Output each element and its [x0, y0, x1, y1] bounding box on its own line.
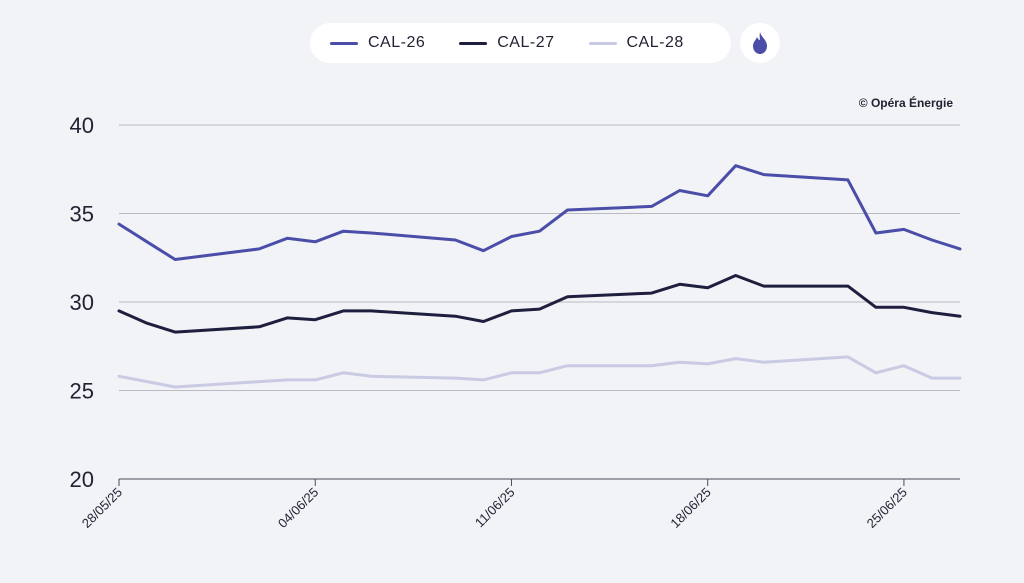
legend-swatch-cal-28 — [588, 41, 617, 45]
flame-icon — [753, 32, 767, 54]
series-line-cal-27 — [117, 274, 962, 334]
legend-swatch-cal-26 — [330, 41, 358, 45]
y-tick-label-30: 30 — [70, 290, 94, 315]
x-tick-label-18/06/25: 18/06/25 — [667, 485, 713, 531]
series-line-cal-28 — [117, 355, 962, 389]
copyright-credit: © Opéra Énergie — [858, 96, 953, 110]
y-tick-label-40: 40 — [70, 113, 94, 138]
legend-label-cal-26: CAL-26 — [368, 34, 426, 51]
legend-item-cal-27[interactable]: CAL-27 — [459, 34, 554, 52]
y-tick-label-25: 25 — [70, 379, 94, 404]
x-tick-label-04/06/25: 04/06/25 — [275, 485, 321, 531]
legend-swatch-cal-27 — [459, 41, 488, 45]
gas-energy-button[interactable] — [740, 23, 780, 63]
x-tick-label-25/06/25: 25/06/25 — [864, 485, 910, 531]
y-tick-label-35: 35 — [70, 202, 94, 227]
legend-item-cal-26[interactable]: CAL-26 — [330, 34, 425, 52]
y-tick-label-20: 20 — [70, 467, 94, 492]
x-tick-label-11/06/25: 11/06/25 — [472, 485, 518, 531]
legend-item-cal-28[interactable]: CAL-28 — [588, 34, 684, 52]
series-line-cal-26 — [117, 164, 962, 261]
legend-label-cal-28: CAL-28 — [626, 34, 684, 51]
chart-legend: CAL-26 CAL-27 CAL-28 — [310, 23, 731, 63]
legend-label-cal-27: CAL-27 — [497, 34, 555, 51]
